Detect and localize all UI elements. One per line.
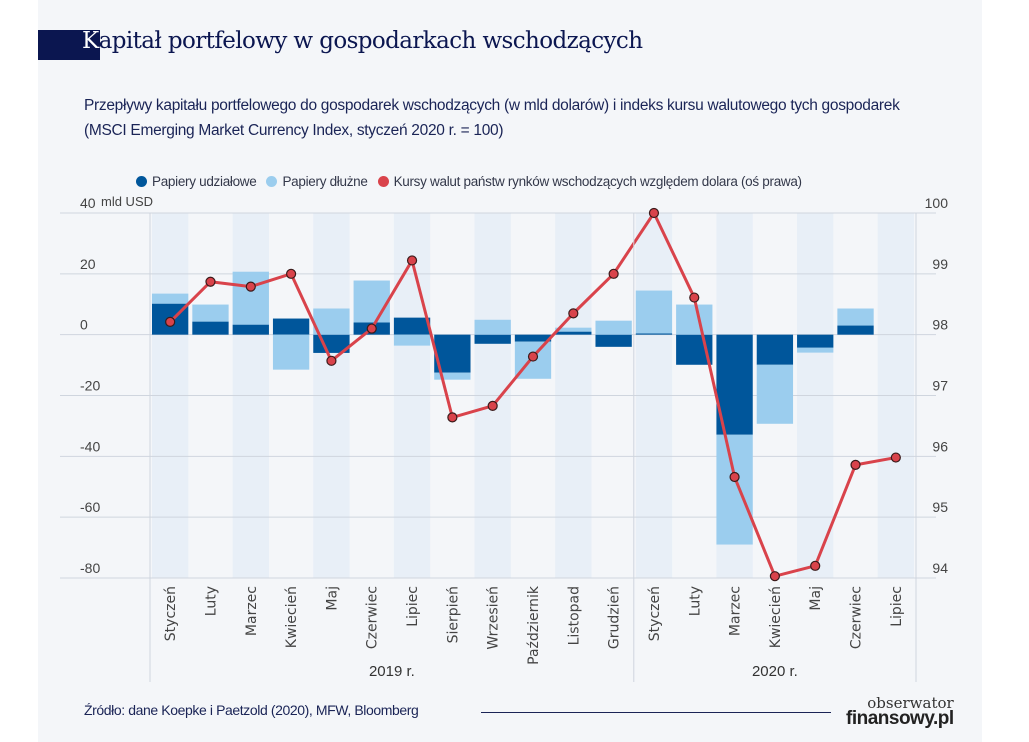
fx-point xyxy=(245,281,256,292)
chart-subtitle: Przepływy kapitału portfelowego do gospo… xyxy=(84,97,900,139)
legend-item-debt: Papiery dłużne xyxy=(266,174,368,189)
bar-equity xyxy=(635,333,673,335)
fx-point xyxy=(648,207,660,219)
bar-debt xyxy=(313,308,350,335)
right-tick-label: 99 xyxy=(932,256,948,272)
fx-point xyxy=(487,400,498,411)
bar-debt xyxy=(676,304,713,335)
bar-debt xyxy=(756,364,794,424)
fx-point xyxy=(729,471,740,483)
fx-point xyxy=(286,268,297,279)
fx-point xyxy=(608,268,619,279)
month-label: Wrzesień xyxy=(486,586,502,650)
year-label: 2020 r. xyxy=(752,663,798,680)
legend-item-equity: Papiery udziałowe xyxy=(136,174,257,189)
month-label: Lipiec xyxy=(889,586,905,627)
bar-debt xyxy=(474,319,511,335)
left-tick-label: -20 xyxy=(80,378,100,394)
month-label: Marzec xyxy=(728,586,744,636)
bar-equity xyxy=(192,321,229,335)
bar-debt xyxy=(353,280,390,323)
fx-point xyxy=(205,276,216,287)
month-label: Kwiecień xyxy=(768,586,784,648)
logo: obserwator finansowy.pl xyxy=(846,694,954,729)
fx-point xyxy=(810,560,821,571)
month-label: Sierpień xyxy=(445,586,461,643)
right-tick-label: 96 xyxy=(932,438,948,454)
month-label: Październik xyxy=(526,585,542,665)
bar-equity xyxy=(837,325,874,335)
legend-swatch xyxy=(377,176,389,187)
bar-equity xyxy=(272,318,310,335)
fx-point xyxy=(689,292,700,303)
bar-equity xyxy=(474,334,511,344)
bar-debt xyxy=(152,293,189,304)
legend-swatch xyxy=(266,176,278,187)
month-label: Styczeń xyxy=(647,586,663,641)
month-label: Lipiec xyxy=(405,586,421,627)
left-tick-label: -60 xyxy=(80,499,100,515)
bar-debt xyxy=(232,271,269,325)
fx-point xyxy=(568,308,579,319)
bar-equity xyxy=(555,331,592,335)
left-tick-label: -40 xyxy=(80,438,100,454)
month-label: Maj xyxy=(808,586,824,611)
left-axis-unit: mld USD xyxy=(101,194,153,209)
source-note: Źródło: dane Koepke i Paetzold (2020), M… xyxy=(84,702,419,718)
bar-equity xyxy=(756,334,794,365)
month-label: Grudzień xyxy=(607,586,623,649)
chart-title: Kapitał portfelowy w gospodarkach wschod… xyxy=(82,28,643,54)
month-label: Czerwiec xyxy=(365,586,381,649)
month-label: Kwiecień xyxy=(284,586,300,648)
bar-debt xyxy=(393,334,431,346)
month-label: Luty xyxy=(203,586,219,616)
month-label: Styczeń xyxy=(163,586,179,641)
bar-equity xyxy=(595,334,632,347)
left-tick-label: 40 xyxy=(80,195,96,211)
fx-point xyxy=(366,323,377,334)
month-label: Luty xyxy=(687,586,703,616)
fx-point xyxy=(326,355,337,366)
bar-debt xyxy=(635,290,673,334)
fx-point xyxy=(527,351,539,362)
fx-point xyxy=(447,412,458,423)
year-label: 2019 r. xyxy=(369,663,415,680)
fx-point xyxy=(406,255,418,266)
bar-debt xyxy=(272,334,310,370)
right-tick-label: 98 xyxy=(932,317,948,333)
bar-debt xyxy=(192,304,229,322)
right-tick-label: 94 xyxy=(932,560,948,576)
fx-point xyxy=(890,452,901,463)
right-tick-label: 95 xyxy=(932,499,948,515)
bar-debt xyxy=(434,372,471,380)
bar-debt xyxy=(837,308,874,326)
month-label: Maj xyxy=(324,586,340,611)
bar-equity xyxy=(514,334,552,342)
legend-item-fx: Kursy walut państw rynków wschodzących w… xyxy=(377,174,802,189)
month-label: Listopad xyxy=(566,586,582,645)
bar-equity xyxy=(797,334,834,348)
left-tick-label: -80 xyxy=(80,560,100,576)
title-accent xyxy=(38,30,100,60)
divider xyxy=(481,712,831,713)
bar-debt xyxy=(797,347,834,353)
bar-equity xyxy=(232,324,269,335)
bar-debt xyxy=(555,327,592,332)
legend: Papiery udziałowe Papiery dłużne Kursy w… xyxy=(136,174,802,189)
bar-debt xyxy=(595,320,632,335)
legend-swatch xyxy=(136,176,147,187)
month-label: Czerwiec xyxy=(849,586,865,649)
fx-point xyxy=(850,459,861,470)
right-tick-label: 100 xyxy=(925,195,949,211)
fx-point xyxy=(769,571,780,582)
left-tick-label: 0 xyxy=(80,317,88,333)
left-tick-label: 20 xyxy=(80,256,96,272)
right-tick-label: 97 xyxy=(932,378,948,394)
month-label: Marzec xyxy=(244,586,260,636)
fx-point xyxy=(165,316,176,327)
bar-debt xyxy=(716,434,753,545)
bar-equity xyxy=(393,317,431,335)
